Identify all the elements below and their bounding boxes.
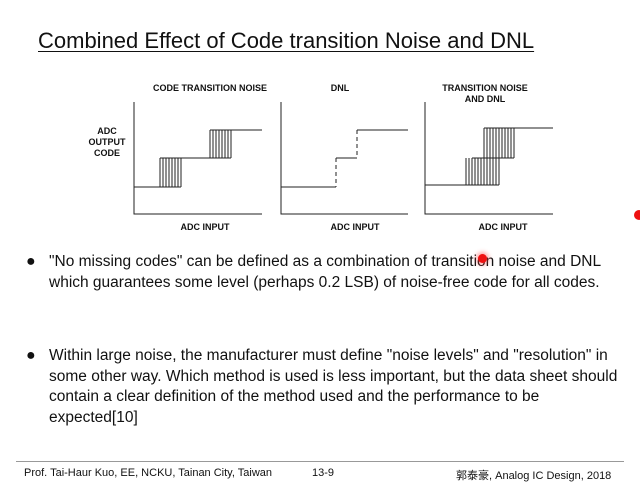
x-axis-label-2: ADC INPUT [330, 222, 380, 232]
y-axis-label: ADC OUTPUT CODE [88, 126, 126, 158]
panel2-axes [280, 102, 408, 215]
panel1-axes [133, 102, 262, 215]
panel1-noise-lines-low [159, 158, 182, 188]
x-axis-label-1: ADC INPUT [180, 222, 230, 232]
bullet-marker-2: ● [26, 347, 36, 364]
panel1-noise-lines-high [209, 130, 232, 159]
bullet-text-1: "No missing codes" can be defined as a c… [49, 253, 601, 291]
footer-author: Prof. Tai-Haur Kuo, EE, NCKU, Tainan Cit… [24, 467, 273, 479]
panel2-staircase [281, 129, 408, 188]
panel3-noise-lines-high [483, 128, 515, 159]
panel1-staircase [134, 129, 262, 188]
panel2-dashed-risers [335, 130, 358, 187]
footer-rule [16, 461, 624, 462]
x-axis-label-3: ADC INPUT [478, 222, 528, 232]
bullet-text-2: Within large noise, the manufacturer mus… [49, 347, 618, 426]
laser-pointer-dot [478, 254, 487, 263]
edge-pointer-dot [634, 210, 640, 220]
panel-title-dnl: DNL [330, 83, 350, 93]
panel-title-combined: TRANSITION NOISE AND DNL [442, 83, 528, 104]
slide-title: Combined Effect of Code transition Noise… [38, 28, 535, 53]
footer-course: 郭泰豪, Analog IC Design, 2018 [456, 470, 612, 482]
bullet-marker-1: ● [26, 253, 36, 270]
panel3-axes [424, 102, 553, 215]
panel3-noise-lines-low [465, 158, 500, 186]
footer-page-number: 13-9 [312, 467, 335, 479]
panel3-staircase [425, 127, 553, 186]
panel-title-transition-noise: CODE TRANSITION NOISE [152, 83, 267, 93]
